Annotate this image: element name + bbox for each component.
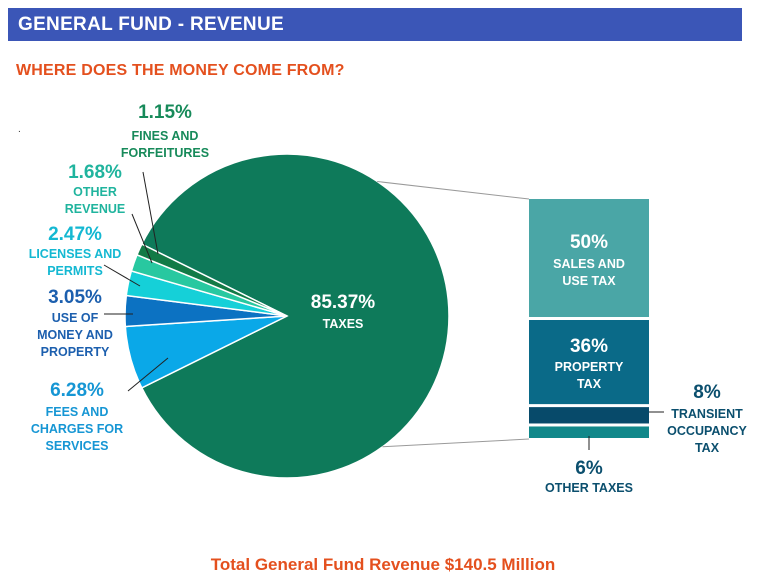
stray-mark: . — [18, 124, 21, 135]
slice-pct-use-of-money-and-property: 3.05% — [48, 287, 102, 308]
slice-label-licenses-and-permits-2: PERMITS — [47, 264, 103, 278]
bar-label-transient-occupancy-tax-2: OCCUPANCY — [667, 424, 747, 438]
bar-segment-property-tax — [529, 320, 649, 405]
bar-label-property-tax-1: PROPERTY — [555, 360, 624, 374]
leader-line-other-revenue — [131, 213, 153, 264]
bar-segment-other-taxes — [529, 426, 649, 438]
bar-label-transient-occupancy-tax-3: TAX — [695, 441, 720, 455]
slice-label-fines-and-forfeitures-2: FORFEITURES — [121, 146, 209, 160]
bar-pct-property-tax: 36% — [570, 336, 608, 357]
chart-subtitle: WHERE DOES THE MONEY COME FROM? — [16, 62, 345, 79]
bar-pct-transient-occupancy-tax: 8% — [693, 382, 721, 403]
slice-label-fines-and-forfeitures-1: FINES AND — [132, 129, 199, 143]
slice-pct-fees-and-charges-for-services: 6.28% — [50, 380, 104, 401]
slice-pct-other-revenue: 1.68% — [68, 162, 122, 183]
leader-line-fines-and-forfeitures — [142, 171, 159, 255]
leader-line-licenses-and-permits — [103, 264, 141, 287]
slice-label-taxes: TAXES — [323, 317, 364, 331]
slice-label-use-of-money-and-property-2: MONEY AND — [37, 328, 113, 342]
header-bar: GENERAL FUND - REVENUE — [8, 8, 742, 41]
page-title: GENERAL FUND - REVENUE — [18, 14, 284, 35]
slice-label-fees-and-charges-for-services-2: CHARGES FOR — [31, 422, 123, 436]
slice-label-licenses-and-permits-1: LICENSES AND — [29, 247, 122, 261]
slice-label-fees-and-charges-for-services-3: SERVICES — [46, 439, 109, 453]
slice-label-other-revenue-2: REVENUE — [65, 202, 125, 216]
bar-label-sales-and-use-tax-1: SALES AND — [553, 257, 625, 271]
bar-label-sales-and-use-tax-2: USE TAX — [562, 274, 616, 288]
bar-pct-sales-and-use-tax: 50% — [570, 232, 608, 253]
slice-pct-taxes: 85.37% — [311, 292, 376, 313]
connector-line-bottom — [382, 438, 530, 448]
bar-label-other-taxes-1: OTHER TAXES — [545, 481, 633, 495]
total-revenue-footer: Total General Fund Revenue $140.5 Millio… — [210, 555, 556, 574]
slice-label-other-revenue-1: OTHER — [73, 185, 117, 199]
pie-slice-taxes — [140, 153, 450, 479]
bar-label-transient-occupancy-tax-1: TRANSIENT — [671, 407, 743, 421]
bar-segment-sales-and-use-tax — [529, 199, 649, 317]
slice-label-use-of-money-and-property-3: PROPERTY — [41, 345, 110, 359]
leader-line-fees-and-charges-for-services — [127, 357, 169, 392]
slice-label-fees-and-charges-for-services-1: FEES AND — [46, 405, 109, 419]
slice-pct-licenses-and-permits: 2.47% — [48, 224, 102, 245]
pie-slice-fines-and-forfeitures — [136, 243, 288, 317]
slice-pct-fines-and-forfeitures: 1.15% — [138, 102, 192, 123]
connector-line-top — [377, 181, 530, 200]
bar-pct-other-taxes: 6% — [575, 458, 603, 479]
bar-label-property-tax-2: TAX — [577, 377, 602, 391]
bar-segment-transient-occupancy-tax — [529, 407, 649, 424]
slice-label-use-of-money-and-property-1: USE OF — [52, 311, 99, 325]
